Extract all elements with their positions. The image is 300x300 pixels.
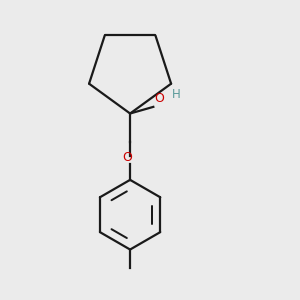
Text: O: O <box>122 151 132 164</box>
Text: H: H <box>172 88 180 101</box>
Text: O: O <box>154 92 164 105</box>
